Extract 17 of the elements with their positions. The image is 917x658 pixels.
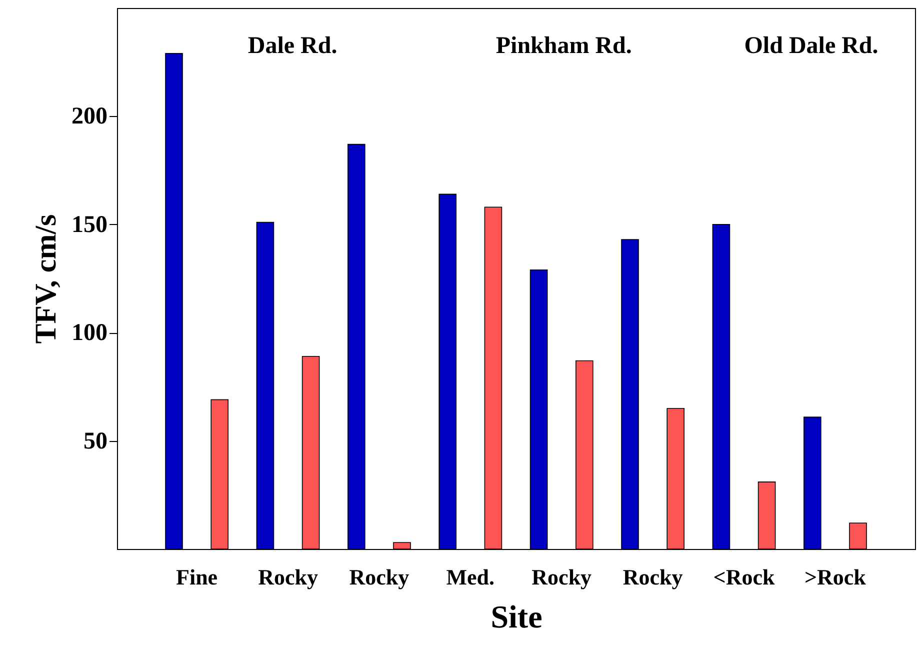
y-tick-label: 150 <box>72 212 108 238</box>
x-axis-title: Site <box>490 598 542 634</box>
y-tick-label: 50 <box>84 428 108 454</box>
annotation: Old Dale Rd. <box>744 33 878 59</box>
annotation: Dale Rd. <box>248 33 338 59</box>
x-tick-label: Fine <box>176 564 218 590</box>
x-tick-label: Med. <box>446 564 495 590</box>
x-tick-label: Rocky <box>532 564 592 590</box>
y-tick-label: 100 <box>72 320 108 346</box>
x-tick-label: >Rock <box>804 564 867 590</box>
x-tick-label: <Rock <box>713 564 776 590</box>
x-tick-label: Rocky <box>622 564 683 590</box>
y-axis-title: TFV, cm/s <box>30 214 62 344</box>
x-tick-label: Rocky <box>349 564 410 590</box>
annotation: Pinkham Rd. <box>496 33 632 59</box>
x-tick-label: Rocky <box>258 564 318 590</box>
y-tick-label: 200 <box>72 104 108 130</box>
